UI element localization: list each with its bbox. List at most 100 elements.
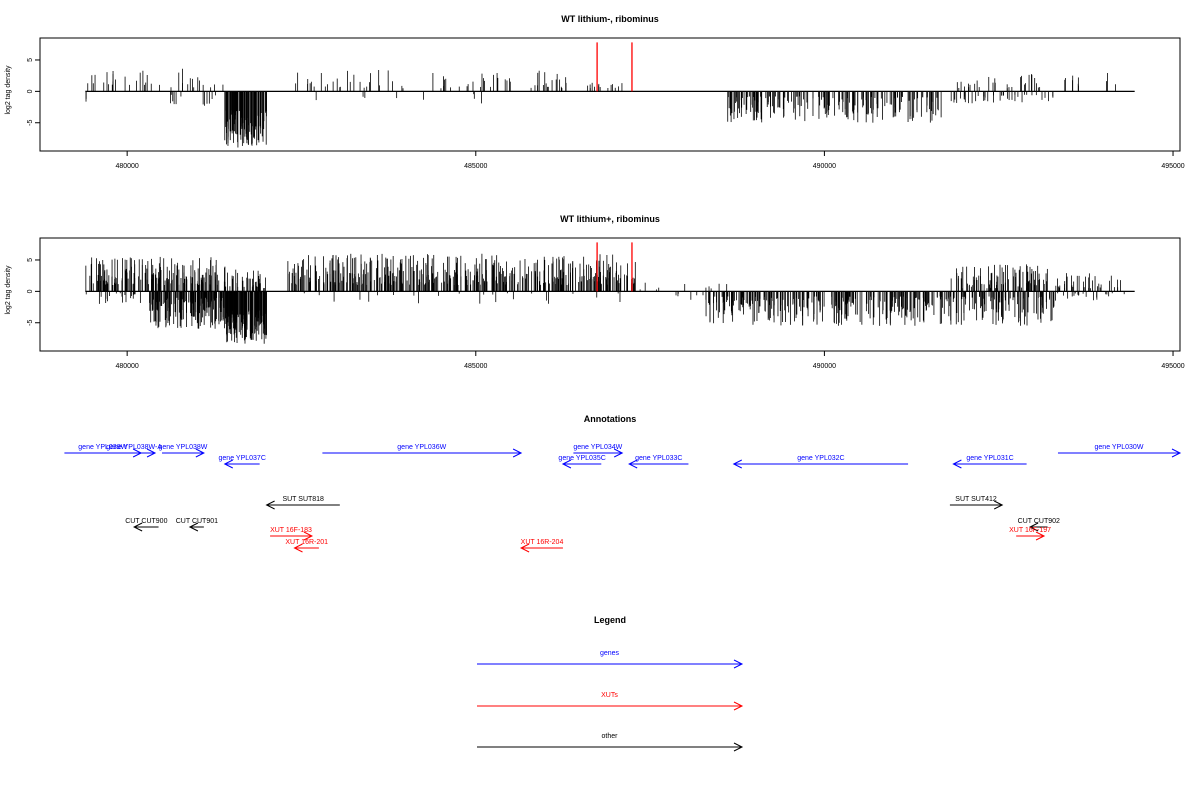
feature-arrow-head [519,543,530,553]
feature: XUT 16R-204 [519,539,564,553]
feature-arrow-head [303,531,314,541]
feature-label: XUT 16F-197 [1009,527,1051,534]
feature-label: gene YPL035C [558,455,605,462]
feature: gene YPL038W [158,444,208,458]
y-axis: -5 0 5 [27,258,40,326]
feature-label: gene YPL030W [1095,444,1144,451]
legend: Legend genes XUTs other [477,615,744,752]
feature: XUT 16R-201 [285,539,328,553]
x-tick-label: 485000 [464,163,487,170]
feature: gene YPL032C [732,455,909,469]
feature: SUT SUT818 [265,496,340,510]
feature-label: gene YPL038W-A [106,444,162,451]
feature-arrow-head [293,543,303,553]
feature-arrow-head [195,448,205,458]
legend-item: genes [477,650,744,669]
panel-title: WT lithium+, ribominus [560,214,660,224]
feature: CUT CUT900 [125,518,168,532]
feature: gene YPL037C [219,455,266,469]
feature-arrow-head [628,459,638,469]
feature: CUT CUT901 [176,518,218,532]
legend-arrow-head [733,659,744,669]
plot-frame [39,37,1181,152]
feature-label: gene YPL031C [966,455,1013,462]
feature-arrow-head [133,522,143,532]
feature-label: XUT 16F-183 [270,527,312,534]
feature-label: gene YPL036W [397,444,446,451]
feature-arrow-head [613,448,624,458]
feature-arrow-head [188,522,199,532]
density-panel-lithium-minus: WT lithium-, ribominus log2 tag density … [5,14,1185,170]
feature: gene YPL035C [558,455,606,469]
feature-arrow-head [512,448,523,458]
x-tick-label: 485000 [464,363,487,370]
feature: gene YPL030W [1057,444,1182,458]
feature-arrow-head [1171,448,1182,458]
feature: gene YPL034W [573,444,624,458]
feature-label: gene YPL034W [573,444,622,451]
x-tick-label: 495000 [1161,163,1184,170]
feature-label: CUT CUT901 [176,518,218,525]
y-tick-label: 5 [27,258,34,262]
feature-arrow-head [1035,531,1046,541]
legend-item: XUTs [477,692,744,711]
y-tick-label: 5 [27,58,34,62]
feature: CUT CUT902 [1018,518,1060,532]
feature-arrow-head [146,448,157,458]
x-axis: 480000 485000 490000 495000 [115,151,1185,170]
feature: gene YPL038W-A [106,444,162,458]
y-tick-label: 0 [27,289,34,293]
feature-label: gene YPL033C [635,455,682,462]
legend-arrow-head [733,701,744,711]
feature-label: CUT CUT900 [125,518,167,525]
feature-label: gene YPL039W [78,444,127,451]
legend-label: other [602,733,619,740]
feature-label: gene YPL038W [158,444,207,451]
legend-items: genes XUTs other [477,650,744,752]
x-tick-label: 490000 [813,363,836,370]
y-tick-label: 0 [27,89,34,93]
feature: gene YPL036W [322,444,523,458]
feature-label: gene YPL032C [797,455,844,462]
feature-arrow-head [223,459,233,469]
feature: gene YPL033C [628,455,689,469]
density-bars [85,42,1135,148]
x-axis: 480000 485000 490000 495000 [115,351,1185,370]
feature-label: XUT 16R-204 [521,539,564,546]
y-axis-label: log2 tag density [5,65,12,115]
y-tick-label: -5 [27,120,34,126]
x-tick-label: 480000 [115,363,138,370]
density-bars [85,242,1135,344]
feature-arrow-head [952,459,962,469]
legend-label: genes [600,650,620,657]
legend-label: XUTs [601,692,618,699]
feature: XUT 16F-197 [1009,527,1051,541]
feature-arrow-head [1028,522,1039,532]
feature-label: SUT SUT412 [955,496,997,503]
density-panel-lithium-plus: WT lithium+, ribominus log2 tag density … [5,214,1185,370]
feature-arrow-head [561,459,572,469]
panel-title: WT lithium-, ribominus [561,14,659,24]
y-tick-label: -5 [27,320,34,326]
plot-frame [39,237,1181,352]
feature-label: CUT CUT902 [1018,518,1060,525]
feature-label: gene YPL037C [219,455,266,462]
feature-arrow-head [993,500,1004,510]
feature: gene YPL031C [952,455,1027,469]
legend-arrow-head [733,742,744,752]
feature-arrow-head [732,459,742,469]
legend-title: Legend [594,615,626,625]
feature-label: XUT 16R-201 [285,539,328,546]
x-tick-label: 495000 [1161,363,1184,370]
feature-arrow-head [265,500,275,510]
x-tick-label: 490000 [813,163,836,170]
legend-item: other [477,733,744,752]
y-axis-label: log2 tag density [5,265,12,315]
feature: XUT 16F-183 [270,527,314,541]
annotations-title: Annotations [584,414,637,424]
x-tick-label: 480000 [115,163,138,170]
y-axis: -5 0 5 [27,58,40,126]
